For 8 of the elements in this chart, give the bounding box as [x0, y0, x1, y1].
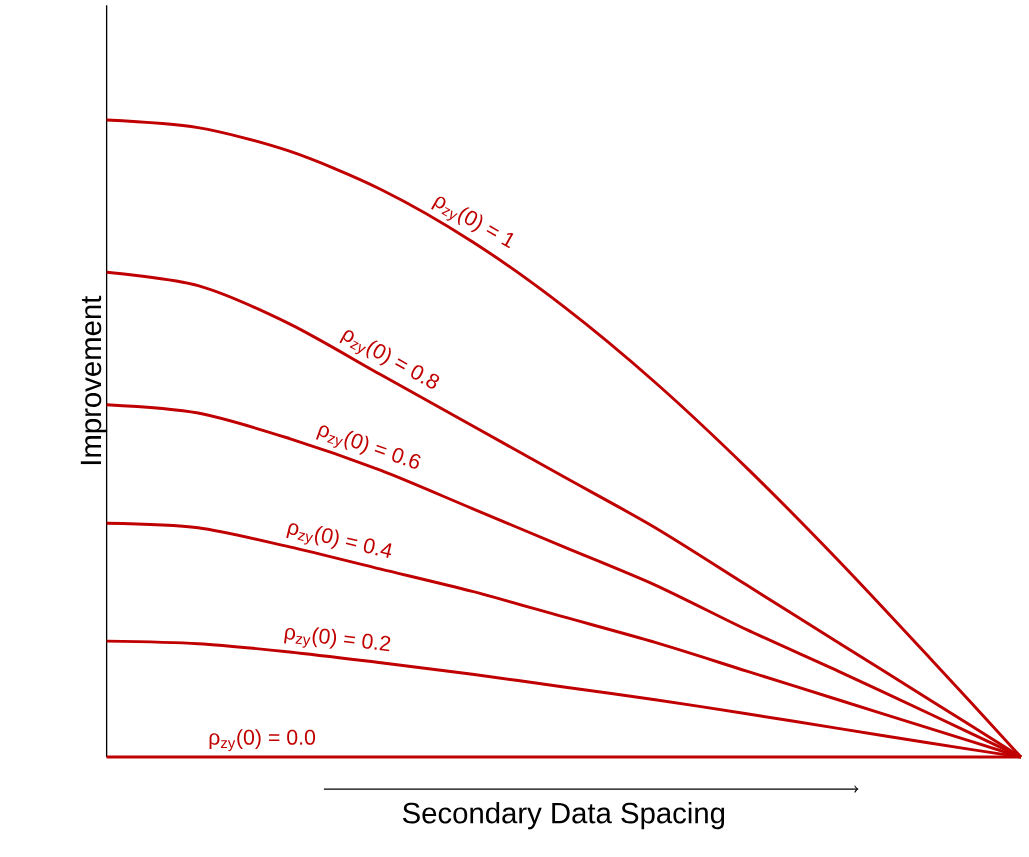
text: ρ$_{zy}$(0) = 0.4: [286, 523, 392, 559]
series-label: ρ$_{zy}$(0) = 0.0: [209, 729, 316, 752]
text: ρ$_{zy}$(0) = 0.6: [315, 425, 421, 469]
text: ρ$_{zy}$(0) = 0.8: [339, 330, 440, 389]
x-axis-title: Secondary Data Spacing: [402, 801, 725, 830]
y-axis-title: Improvement: [80, 295, 108, 465]
text: ρ$_{zy}$(0) = 0.2: [284, 627, 391, 652]
text: ρ$_{zy}$(0) = 1: [431, 196, 514, 249]
